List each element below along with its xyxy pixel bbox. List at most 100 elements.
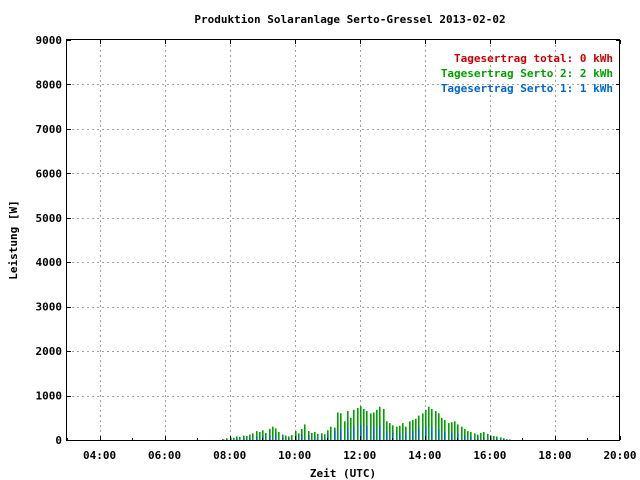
power-bar bbox=[428, 406, 430, 440]
power-bar bbox=[451, 422, 453, 440]
y-tick-label: 6000 bbox=[36, 167, 63, 180]
power-bar bbox=[360, 424, 362, 440]
power-bar bbox=[347, 411, 349, 440]
grid-lines bbox=[67, 40, 620, 440]
power-bar bbox=[360, 406, 362, 440]
power-bar bbox=[265, 432, 267, 440]
power-bar bbox=[236, 436, 238, 440]
power-bar bbox=[467, 431, 469, 440]
power-bar bbox=[223, 439, 225, 441]
power-bar bbox=[256, 436, 258, 440]
power-bar bbox=[477, 434, 479, 440]
power-bar bbox=[353, 426, 355, 440]
power-bar bbox=[275, 434, 277, 440]
power-bar bbox=[262, 435, 264, 440]
legend: Tagesertrag total: 0 kWh Tagesertrag Sert… bbox=[441, 52, 613, 95]
power-bar bbox=[386, 421, 388, 440]
power-bar bbox=[373, 426, 375, 440]
y-tick-label: 1000 bbox=[36, 390, 63, 403]
power-bar bbox=[376, 409, 378, 440]
y-tick-label: 4000 bbox=[36, 256, 63, 269]
power-bar bbox=[353, 409, 355, 440]
power-bar bbox=[415, 418, 417, 440]
power-bar bbox=[399, 433, 401, 440]
power-bar bbox=[487, 433, 489, 440]
y-tick-label: 2000 bbox=[36, 345, 63, 358]
power-bar bbox=[392, 425, 394, 440]
power-bar bbox=[448, 423, 450, 440]
power-bar bbox=[431, 427, 433, 440]
power-bar bbox=[298, 433, 300, 440]
power-bar bbox=[262, 430, 264, 440]
power-bar bbox=[412, 431, 414, 440]
power-bar bbox=[246, 436, 248, 440]
power-bar bbox=[288, 438, 290, 440]
power-bar bbox=[409, 421, 411, 440]
power-bar bbox=[457, 433, 459, 440]
power-bar bbox=[347, 428, 349, 440]
power-bar bbox=[259, 432, 261, 440]
power-bar bbox=[278, 432, 280, 440]
x-tick-label: 10:00 bbox=[278, 449, 311, 462]
power-bar bbox=[386, 431, 388, 440]
power-bar bbox=[308, 431, 310, 440]
power-bar bbox=[470, 432, 472, 440]
power-bar bbox=[483, 437, 485, 440]
x-tick-label: 08:00 bbox=[213, 449, 246, 462]
y-tick-label: 7000 bbox=[36, 123, 63, 136]
power-bar bbox=[269, 428, 271, 440]
power-bar bbox=[477, 437, 479, 440]
power-bar bbox=[506, 439, 508, 440]
power-bar bbox=[383, 408, 385, 440]
y-tick-label: 8000 bbox=[36, 78, 63, 91]
power-bar bbox=[425, 426, 427, 440]
power-bar bbox=[233, 437, 235, 440]
power-bar bbox=[399, 425, 401, 440]
power-bar bbox=[282, 437, 284, 440]
power-bar bbox=[392, 432, 394, 440]
power-bar bbox=[291, 435, 293, 440]
y-tick-label: 0 bbox=[55, 434, 62, 447]
power-bar bbox=[311, 432, 313, 440]
power-bar bbox=[243, 438, 245, 440]
power-bar bbox=[275, 428, 277, 440]
power-bar bbox=[249, 437, 251, 440]
power-bar bbox=[239, 436, 241, 440]
power-bar bbox=[236, 438, 238, 440]
power-bar bbox=[330, 426, 332, 440]
power-bar bbox=[451, 432, 453, 440]
power-bar bbox=[493, 436, 495, 440]
power-bar bbox=[285, 435, 287, 440]
power-bar bbox=[222, 439, 224, 440]
power-bar bbox=[363, 408, 365, 440]
chart-title: Produktion Solaranlage Serto-Gressel 201… bbox=[194, 13, 505, 26]
power-bar bbox=[444, 420, 446, 440]
x-tick-label: 12:00 bbox=[343, 449, 376, 462]
power-bar bbox=[500, 437, 502, 440]
power-bar bbox=[269, 435, 271, 440]
power-bar bbox=[431, 408, 433, 440]
power-bar bbox=[444, 432, 446, 440]
power-bar bbox=[474, 433, 476, 440]
power-bar bbox=[249, 434, 251, 440]
power-bar bbox=[373, 412, 375, 440]
power-bar bbox=[509, 439, 511, 441]
power-bar bbox=[321, 437, 323, 440]
power-bar bbox=[461, 426, 463, 440]
legend-entry: Tagesertrag total: 0 kWh bbox=[454, 52, 613, 65]
power-bar bbox=[438, 413, 440, 440]
power-bar bbox=[412, 420, 414, 440]
power-bar bbox=[389, 423, 391, 440]
power-bar bbox=[379, 406, 381, 440]
power-bar bbox=[396, 426, 398, 440]
power-bar bbox=[301, 428, 303, 440]
x-tick-label: 04:00 bbox=[83, 449, 116, 462]
plot-frame bbox=[66, 39, 620, 441]
power-bar bbox=[282, 434, 284, 440]
y-tick-label: 5000 bbox=[36, 212, 63, 225]
power-bar bbox=[340, 428, 342, 440]
power-bar bbox=[327, 435, 329, 440]
power-bar bbox=[308, 436, 310, 440]
legend-entry: Tagesertrag Serto 2: 2 kWh bbox=[441, 67, 613, 80]
power-bar bbox=[464, 435, 466, 440]
